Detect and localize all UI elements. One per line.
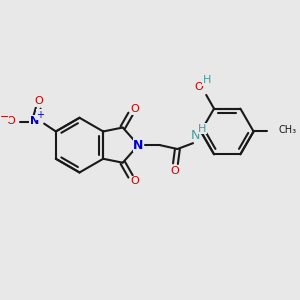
Text: O: O bbox=[35, 96, 44, 106]
Text: O: O bbox=[130, 176, 139, 186]
Text: O: O bbox=[194, 82, 203, 92]
Text: N: N bbox=[133, 139, 143, 152]
Text: CH₃: CH₃ bbox=[279, 125, 297, 136]
Text: O: O bbox=[170, 166, 179, 176]
Text: O: O bbox=[7, 116, 15, 126]
Text: N: N bbox=[190, 129, 200, 142]
Text: O: O bbox=[130, 104, 139, 114]
Text: N: N bbox=[30, 116, 39, 126]
Text: +: + bbox=[36, 110, 44, 120]
Text: −: − bbox=[0, 112, 9, 122]
Text: H: H bbox=[198, 124, 206, 134]
Text: H: H bbox=[203, 75, 212, 85]
